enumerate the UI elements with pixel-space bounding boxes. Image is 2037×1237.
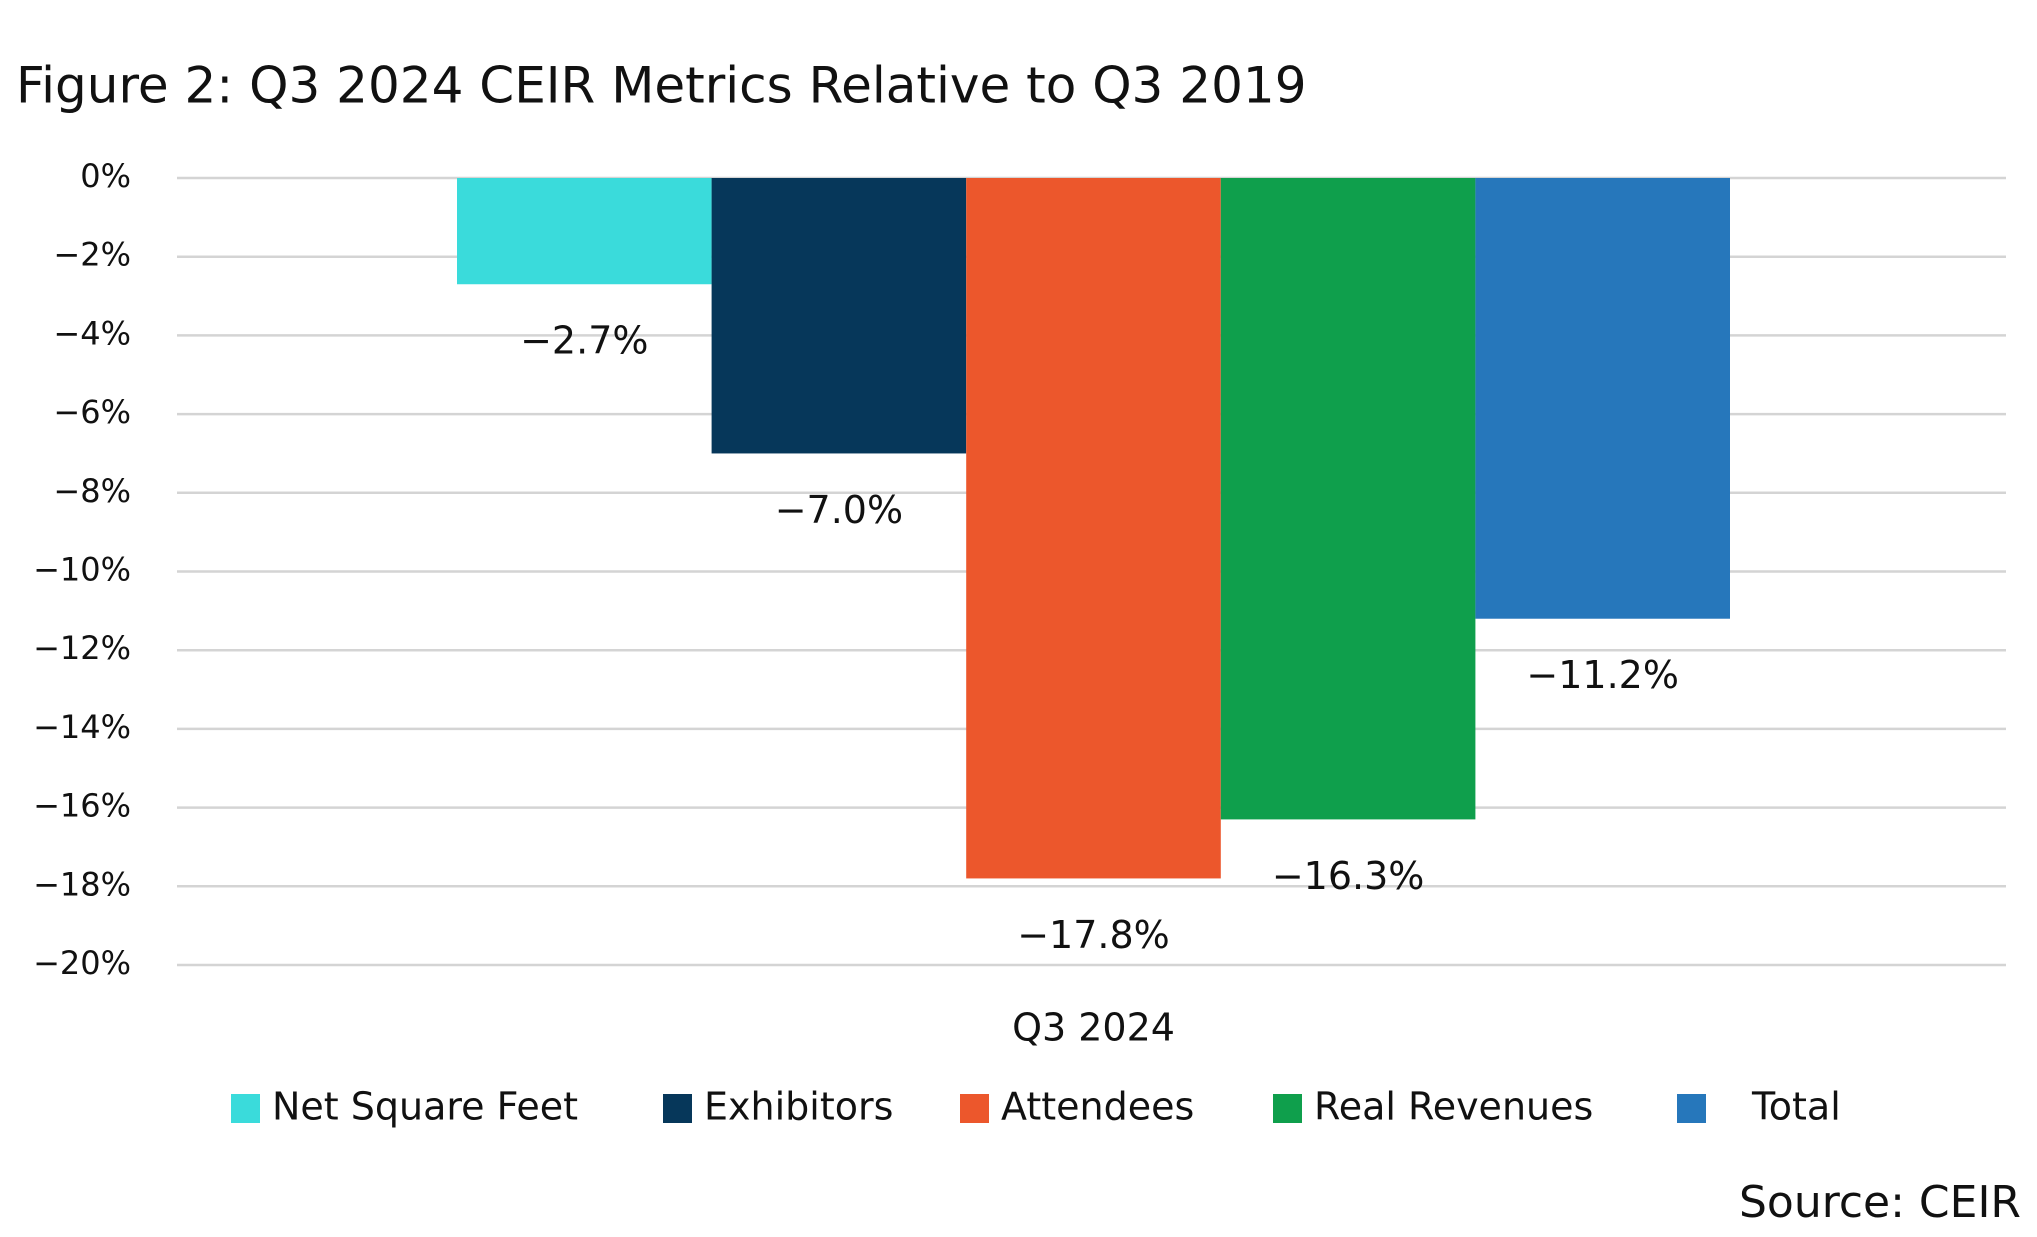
y-tick-label: −12%	[33, 629, 131, 667]
y-tick-label: −10%	[33, 551, 131, 589]
legend-swatch	[1677, 1094, 1706, 1123]
legend-swatch	[663, 1094, 692, 1123]
bar	[966, 178, 1221, 879]
bar	[457, 178, 712, 285]
data-label: −11.2%	[1526, 653, 1679, 697]
y-tick-label: −20%	[33, 944, 131, 982]
y-tick-label: −14%	[33, 708, 131, 746]
y-tick-label: 0%	[80, 157, 131, 195]
chart-title: Figure 2: Q3 2024 CEIR Metrics Relative …	[16, 57, 1307, 115]
legend-label: Real Revenues	[1314, 1085, 1593, 1129]
legend-label: Attendees	[1001, 1085, 1194, 1129]
y-tick-label: −18%	[33, 865, 131, 903]
bar	[1220, 178, 1476, 820]
source: Source: CEIR	[1739, 1177, 2021, 1228]
legend-label: Exhibitors	[704, 1085, 893, 1129]
data-label: −16.3%	[1272, 854, 1425, 898]
legend-swatch	[231, 1094, 260, 1123]
data-label: −2.7%	[520, 319, 648, 363]
data-label: −17.8%	[1017, 913, 1170, 957]
legend-swatch	[1273, 1094, 1302, 1123]
y-tick-label: −6%	[53, 393, 131, 431]
x-tick-label: Q3 2024	[1012, 1006, 1175, 1050]
y-tick-label: −2%	[53, 236, 131, 274]
y-tick-label: −16%	[33, 787, 131, 825]
legend-label: Total	[1751, 1085, 1841, 1129]
y-tick-label: −4%	[53, 314, 131, 352]
legend-label: Net Square Feet	[272, 1085, 578, 1129]
legend-swatch	[960, 1094, 989, 1123]
bar	[1475, 178, 1730, 619]
y-tick-label: −8%	[53, 472, 131, 510]
data-label: −7.0%	[775, 488, 903, 532]
bar	[711, 178, 967, 454]
